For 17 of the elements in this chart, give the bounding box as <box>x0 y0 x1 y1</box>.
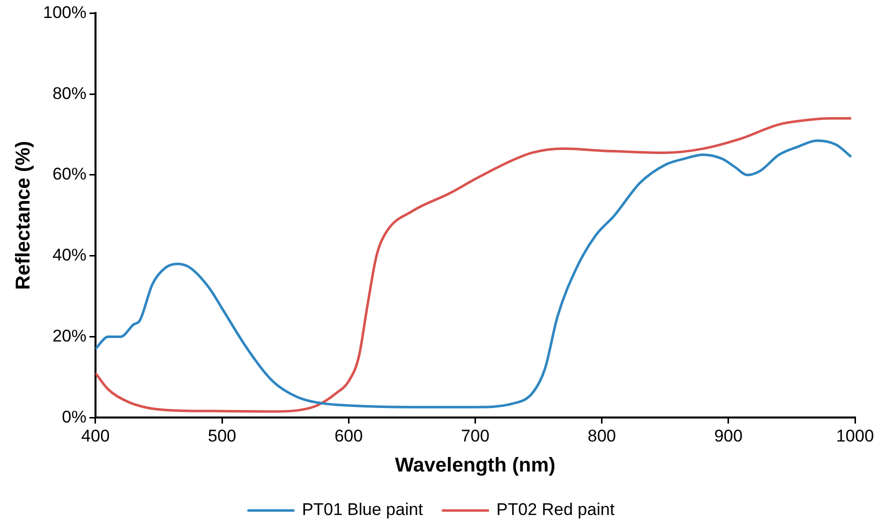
x-tick-label: 700 <box>461 426 490 446</box>
x-tick-label: 400 <box>81 426 110 446</box>
legend-label: PT02 Red paint <box>496 500 615 520</box>
y-tick-label: 0% <box>62 407 86 426</box>
x-tick-label: 500 <box>208 426 236 446</box>
y-tick-label: 40% <box>52 246 86 265</box>
y-axis-title: Reflectance (%) <box>12 140 35 290</box>
x-tick-label: 1000 <box>836 426 874 446</box>
x-tick-label: 600 <box>334 426 363 446</box>
x-tick-label: 900 <box>714 426 743 446</box>
legend-label: PT01 Blue paint <box>302 500 424 520</box>
y-tick-label: 100% <box>42 2 86 22</box>
y-tick-label: 80% <box>52 84 86 103</box>
x-axis-title: Wavelength (nm) <box>395 454 556 477</box>
y-tick-label: 20% <box>52 326 86 346</box>
y-tick-label: 60% <box>52 164 86 184</box>
x-tick-label: 800 <box>588 426 616 446</box>
